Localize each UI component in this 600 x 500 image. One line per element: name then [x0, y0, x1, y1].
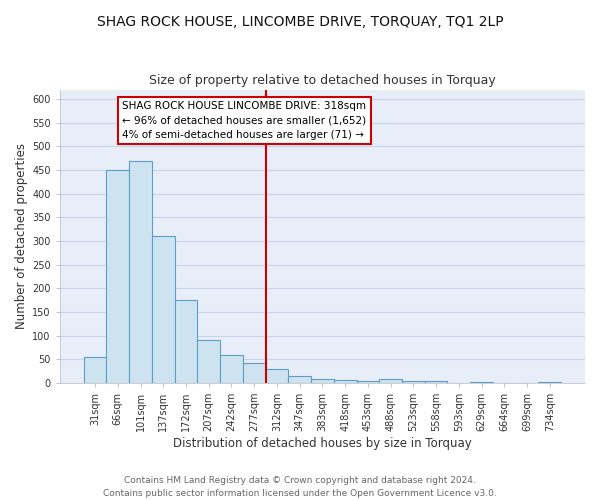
Bar — [152, 236, 175, 383]
Bar — [334, 380, 356, 383]
Text: SHAG ROCK HOUSE, LINCOMBE DRIVE, TORQUAY, TQ1 2LP: SHAG ROCK HOUSE, LINCOMBE DRIVE, TORQUAY… — [97, 15, 503, 29]
Bar — [129, 160, 152, 383]
Bar — [106, 170, 129, 383]
Bar — [289, 376, 311, 383]
Bar — [175, 300, 197, 383]
Bar — [83, 357, 106, 383]
Bar — [538, 382, 561, 383]
Bar — [402, 380, 425, 383]
Title: Size of property relative to detached houses in Torquay: Size of property relative to detached ho… — [149, 74, 496, 87]
Bar — [243, 363, 266, 383]
X-axis label: Distribution of detached houses by size in Torquay: Distribution of detached houses by size … — [173, 437, 472, 450]
Y-axis label: Number of detached properties: Number of detached properties — [15, 143, 28, 329]
Bar — [197, 340, 220, 383]
Bar — [266, 368, 289, 383]
Text: Contains HM Land Registry data © Crown copyright and database right 2024.
Contai: Contains HM Land Registry data © Crown c… — [103, 476, 497, 498]
Bar — [425, 382, 448, 383]
Bar — [470, 382, 493, 383]
Bar — [379, 379, 402, 383]
Bar — [220, 356, 243, 383]
Bar — [356, 380, 379, 383]
Text: SHAG ROCK HOUSE LINCOMBE DRIVE: 318sqm
← 96% of detached houses are smaller (1,6: SHAG ROCK HOUSE LINCOMBE DRIVE: 318sqm ←… — [122, 102, 367, 140]
Bar — [311, 379, 334, 383]
